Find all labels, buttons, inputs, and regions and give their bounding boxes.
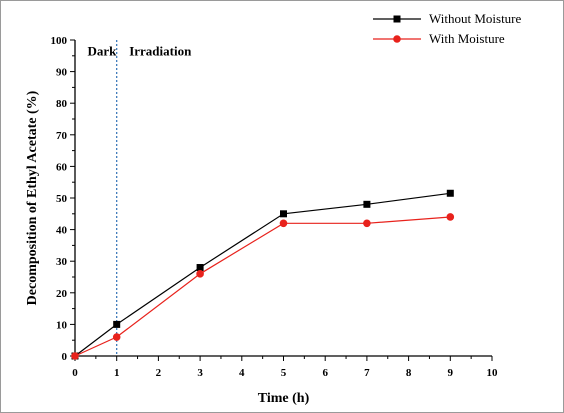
annotation-irradiation: Irradiation [129,43,192,58]
x-tick-label: 7 [364,367,370,379]
data-point-square [363,200,371,208]
data-point-square [113,320,121,328]
x-tick-label: 0 [72,367,78,379]
x-axis-title: Time (h) [258,391,310,406]
series-line-1 [74,192,451,357]
x-tick-label: 4 [239,367,245,379]
data-point-square [280,210,287,218]
y-tick-label: 30 [56,256,68,268]
series-line-2 [74,216,451,357]
axes-group: 0 10 20 30 40 50 60 70 80 90 100 0 1 2 3 4 5 6 7 8 9 10 Time (… [25,35,498,406]
data-point-square [196,264,204,272]
y-tick-label: 80 [56,98,68,110]
data-point-circle [71,352,79,360]
y-tick-label: 60 [56,161,68,173]
y-tick-label: 70 [56,130,68,142]
data-point-circle [363,219,371,228]
data-marks-group [71,189,455,360]
y-tick-label: 20 [56,288,68,300]
x-tick-label: 10 [487,367,499,379]
legend: Without Moisture With Moisture [373,11,522,46]
x-tick-label: 5 [281,367,287,379]
legend-marker-square [393,15,401,23]
x-tick-label: 2 [156,367,162,379]
y-axis-title: Decomposition of Ethyl Acetate (%) [25,90,40,305]
legend-marker-circle [393,35,401,43]
annotation-dark: Dark [88,43,118,58]
y-tick-label: 10 [56,319,68,331]
x-tick-label: 3 [197,367,203,379]
data-point-circle [279,219,288,228]
y-tick-label: 100 [51,35,68,47]
y-tick-label: 40 [56,225,68,237]
x-tick-label: 1 [114,367,120,379]
data-point-square [446,189,454,197]
data-point-circle [196,270,204,278]
y-tick-label: 0 [62,351,68,363]
data-point-circle [446,213,455,221]
data-point-circle [112,333,121,341]
legend-label: With Moisture [429,31,505,46]
legend-label: Without Moisture [429,11,522,26]
x-tick-label: 9 [448,367,454,379]
x-tick-label: 6 [322,367,328,379]
y-tick-label: 50 [56,193,68,205]
x-tick-label: 8 [406,367,412,379]
y-tick-label: 90 [56,67,68,79]
